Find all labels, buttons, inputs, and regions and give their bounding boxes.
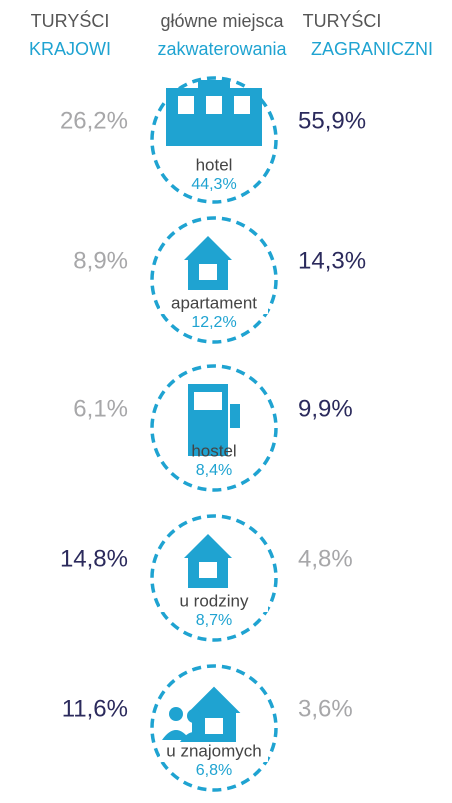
place-name: hostel [191, 441, 236, 460]
header-left-2: KRAJOWI [29, 39, 111, 59]
icon-window [205, 718, 223, 734]
icon [230, 404, 240, 428]
dashed-circle [150, 364, 278, 492]
label-bg [160, 592, 268, 612]
icon-window [199, 562, 217, 578]
dashed-circle [150, 216, 278, 344]
foreign-value: 3,6% [298, 695, 353, 722]
icon-window [178, 96, 194, 114]
icon [187, 686, 241, 746]
header-center-1: główne miejsca [160, 11, 284, 31]
header-right-1: TURYŚCI [303, 10, 382, 31]
foreign-value: 9,9% [298, 395, 353, 422]
dashed-circle [150, 664, 278, 792]
icon-window [206, 96, 222, 114]
icon-window [194, 392, 222, 410]
domestic-value: 6,1% [73, 395, 128, 422]
icon-person [162, 730, 190, 740]
place-share: 44,3% [191, 176, 236, 193]
dashed-circle [150, 514, 278, 642]
dashed-circle [150, 76, 278, 204]
icon-window [234, 96, 250, 114]
header-center-2: zakwaterowania [157, 39, 287, 59]
place-name: u rodziny [180, 591, 249, 610]
place-name: u znajomych [166, 741, 261, 760]
foreign-value: 14,3% [298, 247, 366, 274]
place-name: apartament [171, 293, 257, 312]
icon-person [187, 709, 201, 723]
domestic-value: 11,6% [62, 695, 128, 722]
label-bg [160, 742, 268, 762]
icon-person [180, 732, 208, 742]
domestic-value: 8,9% [73, 247, 128, 274]
place-share: 8,7% [196, 612, 232, 629]
icon [198, 80, 230, 90]
icon [184, 236, 232, 290]
foreign-value: 4,8% [298, 545, 353, 572]
place-share: 8,4% [196, 462, 232, 479]
place-name: hotel [196, 155, 233, 174]
icon-person [169, 707, 183, 721]
icon-window [199, 264, 217, 280]
domestic-value: 26,2% [60, 107, 128, 134]
domestic-value: 14,8% [60, 545, 128, 572]
place-share: 6,8% [196, 762, 232, 779]
label-bg [160, 294, 268, 314]
place-share: 12,2% [191, 314, 236, 331]
icon [184, 534, 232, 588]
header-right-2: ZAGRANICZNI [311, 39, 433, 59]
foreign-value: 55,9% [298, 107, 366, 134]
header-left-1: TURYŚCI [31, 10, 110, 31]
